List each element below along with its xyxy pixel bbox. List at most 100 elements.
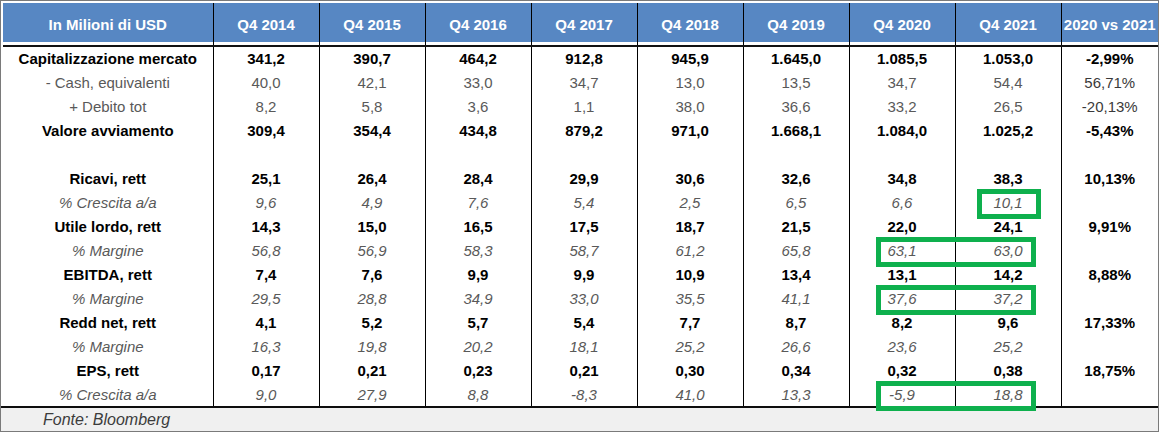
value-cell: 1.053,0	[955, 46, 1061, 71]
value-cell: 22,0	[849, 215, 955, 239]
vs-cell	[1061, 335, 1158, 359]
vs-cell: -2,99%	[1061, 46, 1158, 71]
value-cell: 26,5	[955, 95, 1061, 119]
vs-cell	[1061, 191, 1158, 215]
row-label: Ricavi, rett	[3, 167, 213, 191]
value-cell: 33,2	[849, 95, 955, 119]
value-cell: 40,0	[213, 71, 319, 95]
value-cell: 33,0	[531, 287, 637, 311]
value-cell: 1.084,0	[849, 119, 955, 143]
value-cell: 5,7	[425, 311, 531, 335]
row-label: % Margine	[3, 335, 213, 359]
row-label: % Margine	[3, 287, 213, 311]
vs-cell: 10,13%	[1061, 167, 1158, 191]
table-row: + Debito tot8,25,83,61,138,036,633,226,5…	[3, 95, 1158, 119]
row-label: Valore avviamento	[3, 119, 213, 143]
table-row: % Margine16,319,820,218,125,226,623,625,…	[3, 335, 1158, 359]
value-cell	[849, 143, 955, 167]
value-cell: 13,3	[743, 383, 849, 407]
value-cell: 30,6	[637, 167, 743, 191]
value-cell: 34,7	[849, 71, 955, 95]
value-cell	[955, 143, 1061, 167]
value-cell: 0,30	[637, 359, 743, 383]
value-cell: 16,3	[213, 335, 319, 359]
table-row: EBITDA, rett7,47,69,99,910,913,413,114,2…	[3, 263, 1158, 287]
value-cell: 309,4	[213, 119, 319, 143]
table-row: Utile lordo, rett14,315,016,517,518,721,…	[3, 215, 1158, 239]
value-cell: 8,2	[849, 311, 955, 335]
value-cell: 7,6	[319, 263, 425, 287]
vs-cell	[1061, 383, 1158, 407]
table-row: - Cash, equivalenti40,042,133,034,713,01…	[3, 71, 1158, 95]
value-cell: 434,8	[425, 119, 531, 143]
value-cell: 8,8	[425, 383, 531, 407]
row-label: % Crescita a/a	[3, 383, 213, 407]
value-cell: 37,6	[849, 287, 955, 311]
column-header: Q4 2020	[849, 3, 955, 46]
table-row: % Crescita a/a9,64,97,65,42,56,56,610,1	[3, 191, 1158, 215]
value-cell: 14,2	[955, 263, 1061, 287]
vs-cell: -20,13%	[1061, 95, 1158, 119]
value-cell: 54,4	[955, 71, 1061, 95]
value-cell: -8,3	[531, 383, 637, 407]
table-row: Capitalizzazione mercato341,2390,7464,29…	[3, 46, 1158, 71]
row-label: % Margine	[3, 239, 213, 263]
value-cell: 29,5	[213, 287, 319, 311]
source-note: Fonte: Bloomberg	[1, 406, 1158, 431]
row-label: Capitalizzazione mercato	[3, 46, 213, 71]
value-cell: 10,1	[955, 191, 1061, 215]
value-cell: 32,6	[743, 167, 849, 191]
value-cell: 4,9	[319, 191, 425, 215]
vs-cell	[1061, 287, 1158, 311]
value-cell: 3,6	[425, 95, 531, 119]
value-cell: 9,9	[425, 263, 531, 287]
value-cell: 390,7	[319, 46, 425, 71]
value-cell: 0,21	[531, 359, 637, 383]
value-cell: 10,9	[637, 263, 743, 287]
financial-table: In Milioni di USDQ4 2014Q4 2015Q4 2016Q4…	[3, 3, 1158, 407]
value-cell: 7,4	[213, 263, 319, 287]
value-cell	[425, 143, 531, 167]
value-cell: 34,7	[531, 71, 637, 95]
row-label: EBITDA, rett	[3, 263, 213, 287]
header-row: In Milioni di USDQ4 2014Q4 2015Q4 2016Q4…	[3, 3, 1158, 46]
value-cell: 0,32	[849, 359, 955, 383]
value-cell: 18,7	[637, 215, 743, 239]
value-cell: 1.025,2	[955, 119, 1061, 143]
value-cell: 38,0	[637, 95, 743, 119]
unit-header: In Milioni di USD	[3, 3, 213, 46]
row-label	[3, 143, 213, 167]
value-cell: 34,8	[849, 167, 955, 191]
column-header: Q4 2015	[319, 3, 425, 46]
value-cell: 29,9	[531, 167, 637, 191]
value-cell: 41,1	[743, 287, 849, 311]
value-cell: 25,2	[955, 335, 1061, 359]
value-cell: 56,8	[213, 239, 319, 263]
table-row: Ricavi, rett25,126,428,429,930,632,634,8…	[3, 167, 1158, 191]
row-label: % Crescita a/a	[3, 191, 213, 215]
value-cell: 18,8	[955, 383, 1061, 407]
row-label: + Debito tot	[3, 95, 213, 119]
value-cell: 23,6	[849, 335, 955, 359]
financial-table-frame: In Milioni di USDQ4 2014Q4 2015Q4 2016Q4…	[0, 0, 1159, 432]
column-header: Q4 2016	[425, 3, 531, 46]
value-cell: 16,5	[425, 215, 531, 239]
value-cell: 61,2	[637, 239, 743, 263]
row-label: Redd net, rett	[3, 311, 213, 335]
value-cell: 341,2	[213, 46, 319, 71]
value-cell: 63,1	[849, 239, 955, 263]
value-cell: 18,1	[531, 335, 637, 359]
value-cell: 19,8	[319, 335, 425, 359]
value-cell: 7,6	[425, 191, 531, 215]
value-cell	[213, 143, 319, 167]
value-cell: 58,7	[531, 239, 637, 263]
column-header: Q4 2021	[955, 3, 1061, 46]
table-row: % Margine29,528,834,933,035,541,137,637,…	[3, 287, 1158, 311]
value-cell: 27,9	[319, 383, 425, 407]
value-cell: 971,0	[637, 119, 743, 143]
value-cell: 17,5	[531, 215, 637, 239]
value-cell: 13,0	[637, 71, 743, 95]
value-cell: 9,6	[213, 191, 319, 215]
table-row	[3, 143, 1158, 167]
vs-cell: 9,91%	[1061, 215, 1158, 239]
